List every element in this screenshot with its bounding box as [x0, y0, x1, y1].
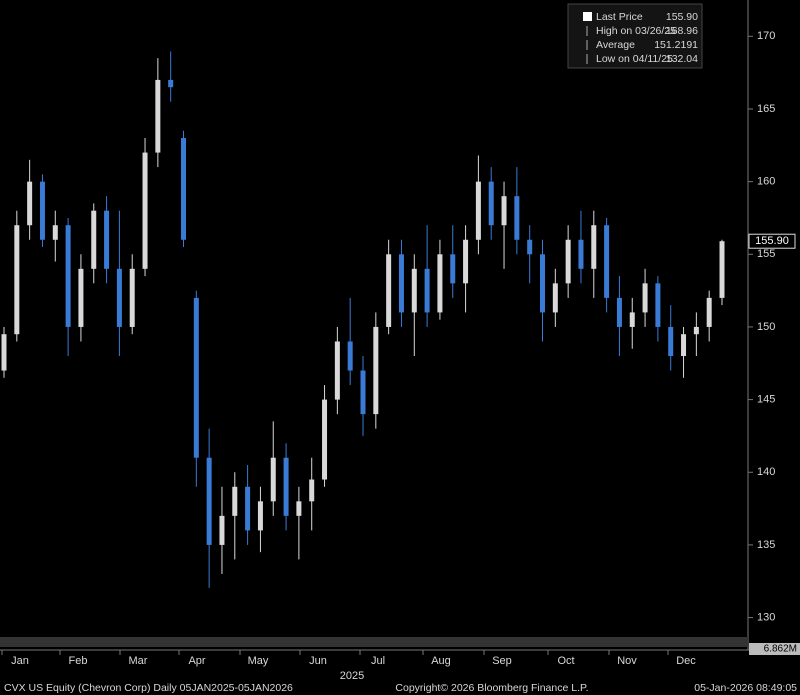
candle-body	[52, 225, 58, 240]
candle-body	[681, 334, 687, 357]
candle-body	[155, 79, 161, 153]
last-price-tag	[748, 233, 796, 249]
x-tick-label: Sep	[492, 655, 512, 667]
y-tick-label: 150	[757, 321, 775, 333]
legend-name: Low on 04/11/25	[596, 53, 673, 65]
candle-body	[642, 283, 648, 313]
candle-body	[591, 225, 597, 269]
y-tick-label: 165	[757, 103, 775, 115]
candle-body	[706, 297, 712, 327]
candle-body	[322, 399, 328, 480]
candle-body	[488, 181, 494, 226]
legend-icon	[583, 12, 592, 21]
candle-body	[193, 297, 199, 458]
candle-body	[245, 486, 251, 531]
candle-body	[116, 268, 122, 327]
candle-body	[219, 515, 225, 545]
footer-timestamp: 05-Jan-2026 08:49:05	[694, 682, 797, 694]
candle-body	[104, 210, 110, 269]
x-tick-label: Apr	[188, 655, 205, 667]
y-tick-label: 145	[757, 394, 775, 406]
candle-body	[27, 181, 33, 226]
legend-value: 132.04	[666, 53, 698, 65]
volume-label: 6.862M	[764, 644, 797, 655]
candle-body	[668, 326, 674, 357]
x-tick-label: Aug	[431, 655, 451, 667]
legend-value: 168.96	[666, 25, 698, 37]
candle-body	[475, 181, 481, 240]
volume-strip	[0, 637, 748, 647]
candle-body	[129, 268, 135, 327]
legend-value: 155.90	[666, 11, 698, 23]
candle-body	[463, 239, 469, 284]
x-tick-label: Nov	[617, 655, 637, 667]
x-tick-label: Oct	[557, 655, 574, 667]
y-tick-label: 130	[757, 611, 775, 623]
x-tick-label: Mar	[129, 655, 148, 667]
candle-body	[65, 225, 71, 327]
candle-body	[181, 138, 186, 240]
candle-body	[565, 239, 571, 284]
y-tick-label: 160	[757, 176, 775, 188]
candle-body	[1, 334, 7, 371]
legend-name: High on 03/26/25	[596, 25, 676, 37]
candle-body	[450, 254, 456, 284]
year-label: 2025	[340, 670, 364, 682]
candle-body	[309, 479, 315, 502]
candle-body	[398, 254, 404, 313]
candle-body	[552, 283, 558, 313]
candle-body	[78, 268, 84, 327]
candle-body	[334, 341, 340, 400]
candle-body	[578, 239, 584, 269]
candle-body	[296, 501, 302, 516]
candle-body	[168, 79, 174, 88]
candle-body	[540, 254, 545, 313]
candle-body	[14, 225, 20, 335]
footer-copyright: Copyright© 2026 Bloomberg Finance L.P.	[395, 682, 588, 694]
candle-body	[719, 241, 725, 298]
candle-body	[501, 196, 507, 226]
y-tick-label: 155	[757, 248, 775, 260]
candle-body	[270, 457, 276, 502]
candle-body	[257, 501, 263, 531]
candle-body	[629, 312, 635, 327]
candle-body	[604, 225, 610, 298]
candle-body	[616, 297, 622, 327]
candle-body	[514, 196, 520, 240]
y-tick-label: 140	[757, 466, 775, 478]
candle-body	[437, 254, 443, 313]
candle-body	[386, 254, 392, 327]
y-tick-label: 135	[757, 539, 775, 551]
candle-body	[373, 326, 379, 415]
x-tick-label: Jan	[11, 655, 29, 667]
x-tick-label: Dec	[676, 655, 696, 667]
x-tick-label: Jun	[309, 655, 327, 667]
last-price-label: 155.90	[755, 235, 789, 247]
candle-body	[347, 341, 353, 371]
legend-value: 151.2191	[654, 39, 698, 51]
candle-body	[232, 486, 238, 516]
candle-body	[206, 457, 212, 545]
x-tick-label: May	[248, 655, 269, 667]
candle-body	[424, 268, 430, 313]
candle-body	[693, 326, 699, 335]
y-tick-label: 170	[757, 30, 775, 42]
candle-body	[283, 457, 289, 516]
x-tick-label: Feb	[69, 655, 88, 667]
candle-body	[91, 210, 97, 269]
legend-name: Last Price	[596, 11, 643, 23]
candle-body	[411, 268, 417, 313]
candle-body	[655, 283, 661, 327]
candle-body	[39, 181, 45, 240]
volume-tag	[749, 643, 800, 655]
x-tick-label: Jul	[371, 655, 385, 667]
candle-body	[142, 152, 148, 269]
candle-body	[360, 370, 366, 415]
legend-name: Average	[596, 39, 635, 51]
footer-ticker: CVX US Equity (Chevron Corp) Daily 05JAN…	[4, 682, 293, 694]
candle-body	[527, 239, 533, 255]
